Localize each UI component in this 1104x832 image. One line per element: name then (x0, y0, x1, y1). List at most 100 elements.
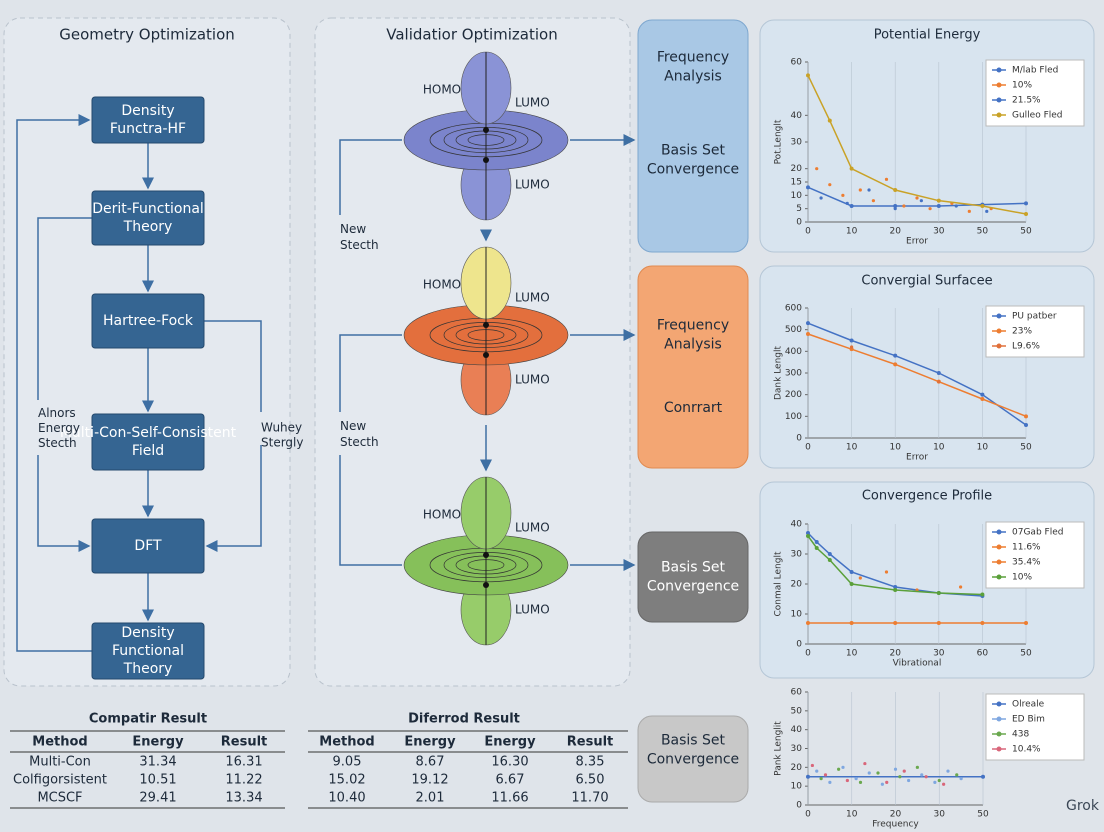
scatter-point (893, 767, 898, 771)
legend-label: 35.4% (1012, 558, 1041, 568)
scatter-point (937, 778, 941, 783)
chart-title: Convergence Profile (862, 489, 992, 504)
table-cell: 2.01 (416, 791, 445, 806)
x-tick-label: 10 (846, 227, 858, 237)
validation-title: Validatior Optimization (386, 26, 557, 44)
legend-label: M/lab Fled (1012, 66, 1058, 76)
y-tick-label: 0 (796, 640, 802, 650)
scatter-point (867, 771, 871, 775)
series-point (806, 534, 810, 538)
y-tick-label: 10 (791, 782, 803, 792)
x-tick-label: 10 (846, 649, 858, 659)
series-line (807, 333, 1027, 418)
series-line (807, 322, 1027, 426)
series-point (936, 204, 941, 208)
legend-label: 21.5% (1012, 96, 1041, 106)
y-tick-label: 40 (791, 111, 803, 121)
x-axis-label: Error (906, 453, 928, 463)
series-point (849, 204, 854, 208)
step-label: Conrrart (664, 400, 723, 416)
orbital-node (483, 157, 489, 163)
series-point (980, 397, 985, 401)
y-tick-label: 30 (791, 550, 803, 560)
series-point (981, 774, 985, 779)
step-box (637, 531, 749, 623)
y-tick-label: 30 (791, 138, 803, 148)
series-point (1024, 212, 1028, 216)
series-point (980, 392, 985, 397)
scatter-point (841, 193, 845, 197)
y-tick-label: 5 (796, 204, 802, 214)
flow-node-label: Derit-Functional Theory (92, 201, 204, 235)
series-point (849, 621, 854, 625)
y-tick-label: 20 (791, 580, 803, 590)
series-point (980, 621, 985, 625)
orbital-node (483, 582, 489, 588)
x-tick-label: 50 (1020, 227, 1032, 237)
scatter-point (933, 780, 937, 785)
y-tick-label: 15 (791, 178, 802, 188)
x-tick-label: 10 (889, 443, 901, 453)
x-tick-label: 10 (846, 443, 858, 453)
side-label: New Stecth (340, 222, 379, 252)
series-point (827, 558, 832, 562)
step-label: Basis Set Convergence (647, 733, 739, 768)
x-tick-label: 0 (805, 649, 811, 659)
scatter-point (967, 209, 971, 213)
scatter-point (858, 780, 863, 785)
scatter-point (954, 204, 958, 208)
flow-left-label: Alnors Energy Stecth (38, 406, 80, 450)
scatter-point (823, 773, 828, 777)
flow-title: Geometry Optimization (59, 26, 235, 44)
series-line (807, 186, 1027, 207)
legend-label: 11.6% (1012, 543, 1041, 553)
flow-node (91, 96, 205, 144)
table-header: Method (32, 735, 87, 750)
legend-label: ED Bim (1012, 715, 1045, 725)
table-cell: 13.34 (225, 791, 262, 806)
series-point (980, 592, 985, 597)
connector (339, 455, 402, 566)
scatter-point (893, 207, 897, 211)
series-point (936, 371, 941, 375)
table-header: Result (221, 735, 268, 750)
table-cell: 31.34 (139, 755, 176, 770)
legend-swatch (996, 731, 1002, 737)
legend-swatch (996, 343, 1002, 349)
scatter-point (942, 782, 946, 786)
flow-connectors (16, 114, 262, 652)
flow-node-label: Hartree-Fock (103, 313, 194, 329)
homo-label: HOMO (423, 278, 461, 292)
y-tick-label: 40 (791, 725, 803, 735)
series-point (849, 570, 854, 574)
legend-swatch (996, 82, 1002, 88)
scatter-point (924, 775, 928, 779)
chart-title: Potential Energy (874, 28, 981, 43)
scatter-point (915, 196, 919, 200)
scatter-point (915, 765, 919, 769)
scatter-point (885, 780, 889, 785)
scatter-point (937, 380, 941, 384)
table-cell: 9.05 (333, 755, 362, 770)
scatter-point (828, 780, 832, 785)
scatter-point (815, 167, 819, 171)
x-tick-label: 10 (977, 443, 989, 453)
y-tick-label: 50 (791, 706, 803, 716)
lumo-label: LUMO (515, 291, 550, 305)
x-tick-label: 0 (805, 443, 811, 453)
step-box (637, 19, 749, 253)
series-point (827, 552, 832, 556)
series-point (806, 185, 810, 190)
lumo-label: LUMO (515, 96, 550, 110)
series-point (827, 118, 832, 123)
orbital-node (483, 322, 489, 328)
scatter-point (884, 570, 889, 574)
y-tick-label: 10 (791, 610, 803, 620)
table-header: Result (567, 735, 614, 750)
table-cell: 15.02 (328, 773, 365, 788)
legend-swatch (996, 97, 1002, 103)
series-point (814, 546, 819, 550)
series-point (806, 73, 810, 78)
series-point (893, 353, 898, 358)
x-tick-label: 50 (1020, 649, 1032, 659)
